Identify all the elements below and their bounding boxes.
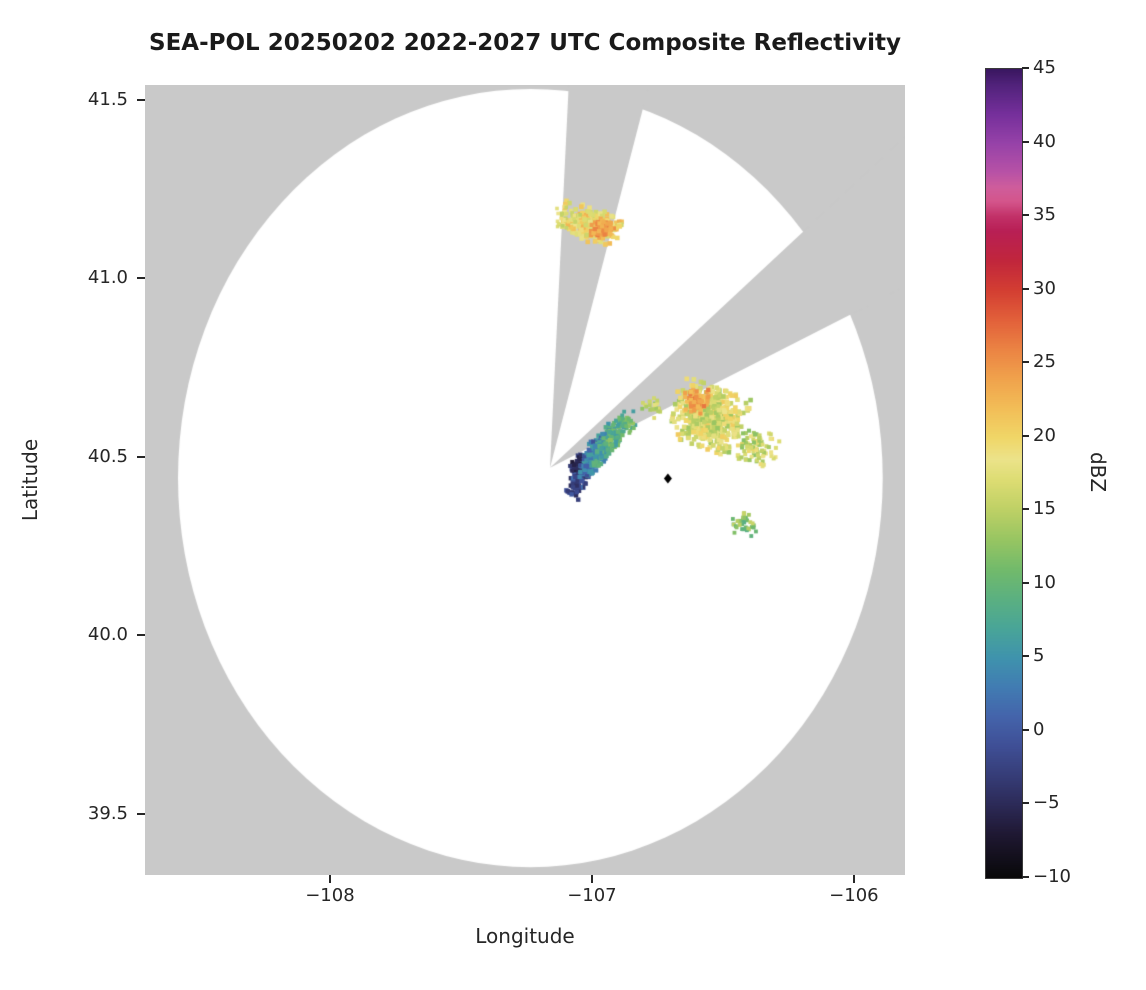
colorbar-tick-label: 40 <box>1033 130 1056 152</box>
chart-title: SEA-POL 20250202 2022-2027 UTC Composite… <box>149 30 901 56</box>
colorbar-tick-mark <box>1022 434 1029 437</box>
y-tick-mark <box>137 812 145 815</box>
colorbar-tick-mark <box>1022 287 1029 290</box>
colorbar-tick-mark <box>1022 140 1029 143</box>
colorbar-tick-label: 0 <box>1033 718 1045 740</box>
colorbar-tick-mark <box>1022 655 1029 658</box>
x-tick-mark <box>590 875 593 883</box>
x-tick-label: −106 <box>829 885 879 906</box>
y-tick-label: 41.5 <box>87 88 128 110</box>
y-tick-label: 40.5 <box>87 445 128 467</box>
y-tick-label: 40.0 <box>87 624 128 646</box>
colorbar-tick-label: −10 <box>1033 866 1071 887</box>
colorbar-tick-label: 5 <box>1033 645 1045 667</box>
colorbar-tick-mark <box>1022 802 1029 805</box>
colorbar-tick-label: −5 <box>1033 792 1060 814</box>
y-tick-label: 41.0 <box>87 267 128 289</box>
colorbar-tick-mark <box>1022 508 1029 511</box>
y-tick-mark <box>137 455 145 458</box>
colorbar-tick-label: 15 <box>1033 498 1056 520</box>
y-tick-label: 39.5 <box>87 802 128 824</box>
y-tick-mark <box>137 634 145 637</box>
colorbar-tick-label: 20 <box>1033 424 1056 446</box>
x-tick-label: −107 <box>567 885 617 906</box>
colorbar-tick-label: 25 <box>1033 351 1056 373</box>
x-axis-label: Longitude <box>475 924 575 948</box>
colorbar-tick-mark <box>1022 581 1029 584</box>
colorbar-tick-mark <box>1022 361 1029 364</box>
radar-plot-canvas <box>145 85 905 875</box>
colorbar-tick-label: 10 <box>1033 571 1056 593</box>
y-tick-mark <box>137 98 145 101</box>
colorbar-tick-mark <box>1022 67 1029 69</box>
colorbar <box>985 68 1023 879</box>
colorbar-tick-label: 30 <box>1033 277 1056 299</box>
colorbar-tick-mark <box>1022 728 1029 731</box>
x-tick-mark <box>328 875 331 883</box>
x-tick-label: −108 <box>305 885 355 906</box>
colorbar-tick-label: 35 <box>1033 204 1056 226</box>
colorbar-tick-label: 45 <box>1033 57 1056 78</box>
colorbar-label: dBZ <box>1086 451 1110 493</box>
x-tick-mark <box>852 875 855 883</box>
y-tick-mark <box>137 277 145 280</box>
colorbar-tick-mark <box>1022 876 1029 878</box>
colorbar-tick-mark <box>1022 214 1029 217</box>
